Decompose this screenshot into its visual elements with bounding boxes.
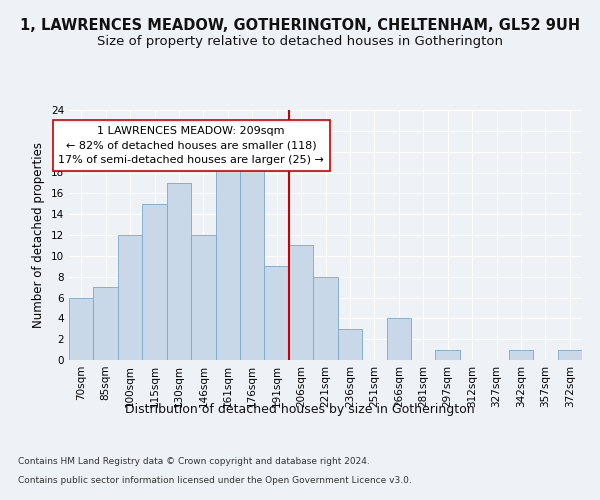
Text: 1 LAWRENCES MEADOW: 209sqm
← 82% of detached houses are smaller (118)
17% of sem: 1 LAWRENCES MEADOW: 209sqm ← 82% of deta… xyxy=(58,126,324,165)
Text: Contains public sector information licensed under the Open Government Licence v3: Contains public sector information licen… xyxy=(18,476,412,485)
Bar xyxy=(386,318,411,360)
Text: Distribution of detached houses by size in Gotherington: Distribution of detached houses by size … xyxy=(125,402,475,415)
Y-axis label: Number of detached properties: Number of detached properties xyxy=(32,142,46,328)
Text: 1, LAWRENCES MEADOW, GOTHERINGTON, CHELTENHAM, GL52 9UH: 1, LAWRENCES MEADOW, GOTHERINGTON, CHELT… xyxy=(20,18,580,32)
Bar xyxy=(338,329,362,360)
Bar xyxy=(215,162,240,360)
Bar xyxy=(142,204,167,360)
Bar xyxy=(289,246,313,360)
Text: Contains HM Land Registry data © Crown copyright and database right 2024.: Contains HM Land Registry data © Crown c… xyxy=(18,458,370,466)
Bar xyxy=(436,350,460,360)
Bar xyxy=(191,235,215,360)
Bar xyxy=(313,276,338,360)
Bar xyxy=(557,350,582,360)
Text: Size of property relative to detached houses in Gotherington: Size of property relative to detached ho… xyxy=(97,35,503,48)
Bar xyxy=(240,152,265,360)
Bar xyxy=(118,235,142,360)
Bar xyxy=(94,287,118,360)
Bar xyxy=(167,183,191,360)
Bar xyxy=(69,298,94,360)
Bar xyxy=(265,266,289,360)
Bar xyxy=(509,350,533,360)
